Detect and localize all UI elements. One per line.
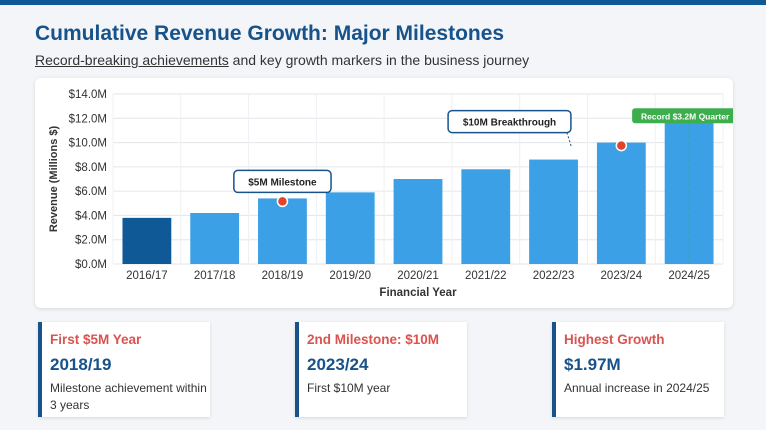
bar: [461, 169, 511, 264]
chart-card: $0.0M $2.0M $4.0M $6.0M $8.0M $10.0M $12.0M $14…: [35, 78, 733, 308]
y-tick-label: $2.0M: [75, 235, 107, 247]
stat-description: Annual increase in 2024/25: [564, 381, 710, 395]
x-tick-label: 2018/19: [262, 270, 304, 282]
subtitle-text: and key growth markers in the business j…: [228, 52, 530, 68]
stat-heading: Highest Growth: [564, 332, 665, 347]
stat-heading: First $5M Year: [50, 332, 142, 347]
annotation-leader: [566, 132, 572, 147]
y-tick-label: $4.0M: [75, 210, 107, 222]
bar: [325, 192, 375, 264]
annotation-box: [233, 169, 332, 194]
x-tick-label: 2024/25: [668, 270, 710, 282]
stat-description: First $10M year: [307, 381, 391, 395]
x-tick-label: 2016/17: [126, 270, 168, 282]
stat-heading: 2nd Milestone: $10M: [307, 332, 440, 347]
stat-card-first-5m: First $5M Year 2018/19 Milestone achieve…: [38, 322, 210, 417]
bar: [122, 217, 172, 264]
page-subtitle: Record-breaking achievements and key gro…: [35, 52, 529, 68]
top-accent-bar: [0, 0, 766, 5]
y-tick-label: $0.0M: [75, 259, 107, 271]
y-axis-title: Revenue (Millions $): [48, 125, 60, 232]
stat-value: $1.97M: [564, 355, 621, 374]
x-axis-title: Financial Year: [379, 287, 457, 299]
stat-card-highest-growth: Highest Growth $1.97M Annual increase in…: [552, 322, 724, 417]
milestone-marker: [615, 139, 628, 152]
page-title: Cumulative Revenue Growth: Major Milesto…: [35, 22, 505, 45]
annotation-label: $10M Breakthrough: [463, 118, 556, 129]
bar: [258, 198, 307, 264]
y-tick-label: $10.0M: [69, 138, 107, 150]
bar: [596, 142, 646, 264]
stat-card-10m: 2nd Milestone: $10M 2023/24 First $10M y…: [295, 322, 467, 417]
stat-value: 2018/19: [50, 355, 112, 374]
stat-description: Milestone achievement within 3 years: [50, 381, 207, 412]
record-badge-label: Record $3.2M Quarter: [641, 111, 730, 121]
y-tick-label: $14.0M: [69, 89, 107, 101]
stat-value: 2023/24: [307, 355, 369, 374]
x-tick-label: 2020/21: [397, 270, 439, 282]
y-tick-label: $6.0M: [75, 186, 107, 198]
annotation-label: $5M Milestone: [248, 177, 317, 188]
revenue-bar-chart: $0.0M $2.0M $4.0M $6.0M $8.0M $10.0M $12.0M $14…: [48, 89, 733, 299]
bar: [393, 179, 443, 264]
x-tick-label: 2021/22: [465, 270, 507, 282]
x-tick-label: 2022/23: [533, 270, 575, 282]
y-tick-label: $12.0M: [69, 113, 107, 125]
x-tick-label: 2017/18: [194, 270, 236, 282]
subtitle-link[interactable]: Record-breaking achievements: [35, 52, 229, 68]
bar: [529, 159, 578, 264]
x-tick-label: 2019/20: [329, 270, 371, 282]
milestone-marker: [276, 195, 289, 208]
x-tick-label: 2023/24: [601, 270, 643, 282]
y-tick-label: $8.0M: [75, 162, 107, 174]
annotation-box: [447, 109, 572, 134]
record-badge: [632, 108, 733, 124]
bar: [190, 213, 240, 264]
